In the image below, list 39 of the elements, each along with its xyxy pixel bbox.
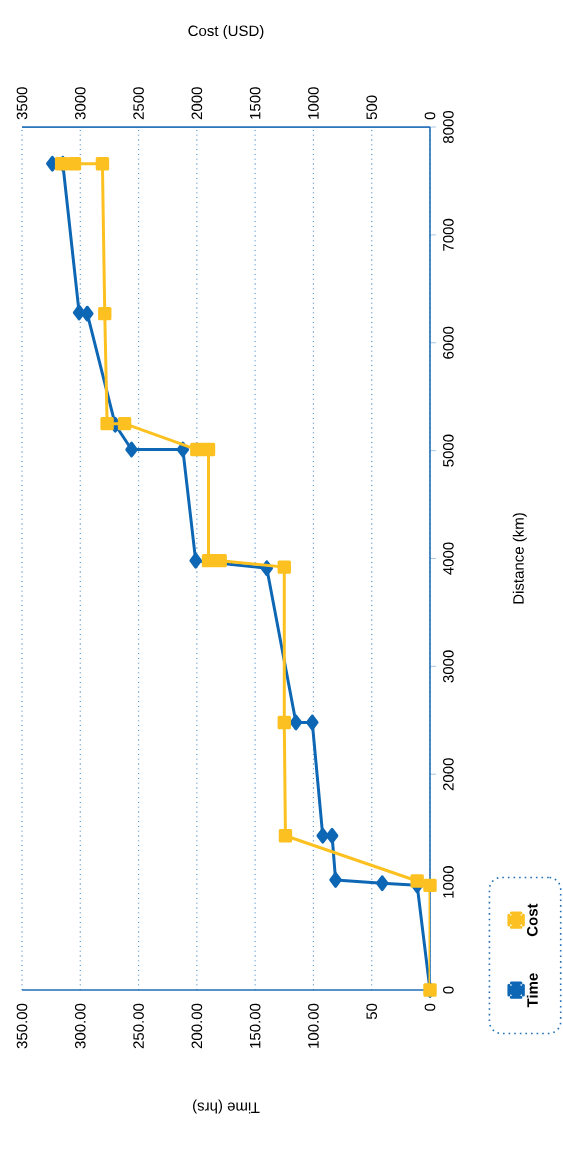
point	[316, 827, 330, 844]
y-tick-label: 0	[443, 986, 454, 994]
x-axis-title: Time (hrs)	[193, 1099, 260, 1114]
y-tick-label: 6000	[443, 326, 454, 359]
y-axis-title: Distance (km)	[512, 513, 527, 604]
legend-label: Time	[526, 973, 538, 1008]
point	[125, 441, 138, 458]
point	[325, 827, 339, 844]
y-tick-label: 1000	[443, 866, 454, 898]
x2-tick-label: 3500	[16, 87, 28, 120]
y-tick-label: 7000	[443, 218, 454, 251]
point	[329, 872, 342, 888]
point	[289, 714, 303, 731]
y-tick-label: 3000	[443, 650, 454, 683]
point	[375, 875, 389, 892]
x2-axis-title: Cost (USD)	[188, 25, 264, 40]
x-tick-label: 350.00	[16, 1003, 28, 1049]
x2-tick-label: 1500	[249, 87, 261, 119]
x-tick-label: 100.00	[308, 1003, 319, 1048]
x-tick-label: 200.00	[191, 1003, 203, 1049]
legend-label: Cost	[527, 903, 538, 937]
x2-tick-label: 1000	[308, 87, 319, 119]
point	[72, 304, 86, 321]
y-tick-label: 5000	[443, 434, 454, 467]
x-tick-label: 0	[424, 1003, 436, 1011]
x-tick-label: 300.00	[74, 1003, 86, 1049]
x2-tick-label: 2000	[191, 87, 203, 120]
x2-tick-label: 2500	[133, 87, 144, 120]
x2-tick-label: 3000	[74, 87, 86, 120]
x-tick-label: 250.00	[133, 1003, 144, 1049]
x2-tick-label: 500	[366, 95, 378, 120]
y-tick-label: 4000	[443, 542, 454, 575]
y-tick-label: 8000	[443, 110, 454, 144]
y-tick-label: 2000	[443, 758, 454, 791]
x2-tick-label: 0	[424, 112, 436, 120]
x-tick-label: 150.00	[249, 1003, 261, 1048]
point	[189, 552, 202, 569]
point	[305, 714, 319, 731]
x-tick-label: 50	[366, 1003, 378, 1020]
